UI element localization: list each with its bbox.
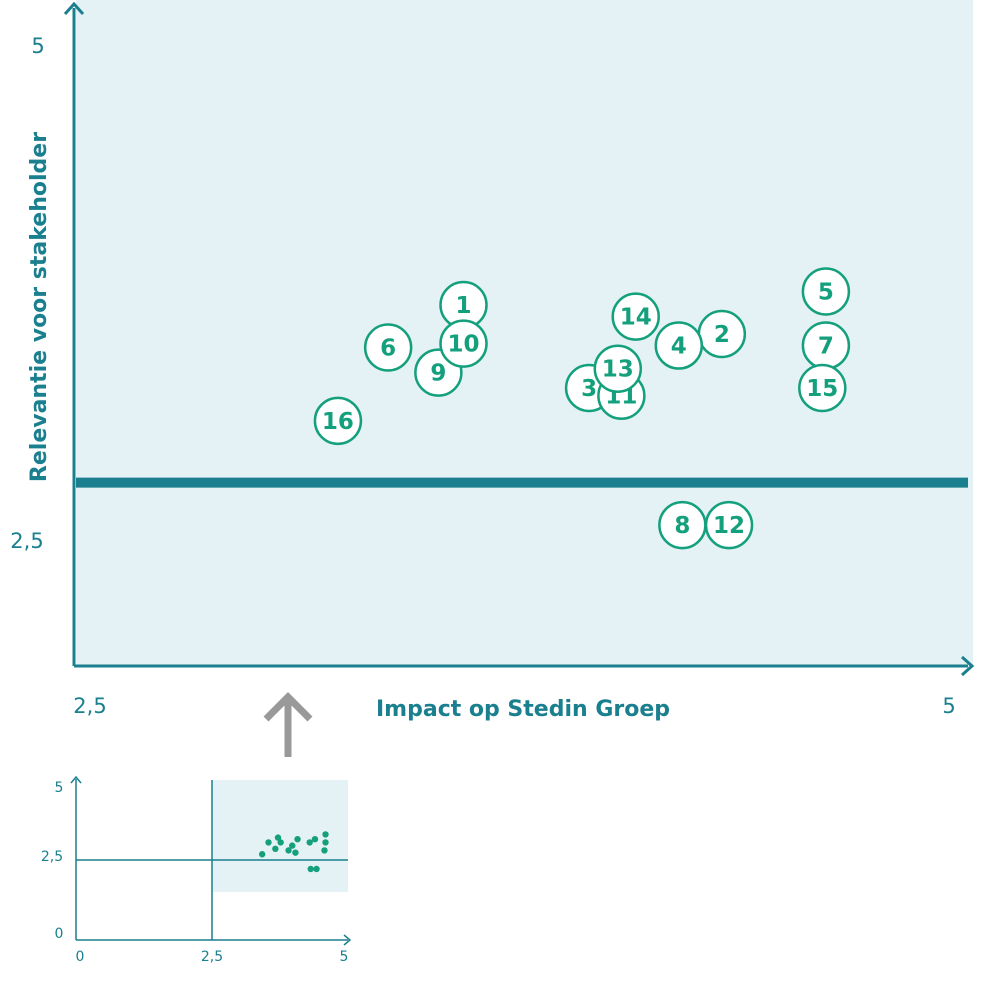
main-y-axis-arrowhead bbox=[63, 1, 85, 16]
mini-point-15 bbox=[322, 839, 329, 846]
point-15: 15 bbox=[798, 363, 847, 413]
point-4: 4 bbox=[654, 321, 704, 370]
point-label: 5 bbox=[818, 279, 834, 305]
point-label: 13 bbox=[602, 357, 634, 383]
point-label: 2 bbox=[714, 322, 730, 348]
point-marker bbox=[654, 321, 704, 370]
point-marker bbox=[439, 319, 488, 368]
mini-point-1 bbox=[258, 851, 266, 858]
mini-point-3 bbox=[272, 845, 279, 852]
point-14: 14 bbox=[611, 292, 660, 341]
point-marker bbox=[363, 323, 413, 372]
mini-point-2 bbox=[265, 839, 272, 846]
point-marker bbox=[611, 292, 660, 341]
point-2: 2 bbox=[697, 309, 747, 359]
point-1: 1 bbox=[439, 280, 488, 330]
main-x-axis-title: Impact op Stedin Groep bbox=[376, 697, 670, 722]
main-y-axis-title: Relevantie voor stakeholder bbox=[27, 132, 52, 482]
mini-x-tick-2-5: 2,5 bbox=[201, 949, 223, 965]
mini-y-tick-5: 5 bbox=[55, 780, 64, 796]
mini-point-13 bbox=[313, 865, 320, 873]
point-label: 9 bbox=[430, 361, 446, 387]
main-y-tick-2-5: 2,5 bbox=[10, 529, 43, 553]
point-marker bbox=[704, 500, 754, 550]
point-label: 4 bbox=[671, 334, 687, 360]
main-chart: 5 2,5 2,5 5 Impact op Stedin Groep Relev… bbox=[10, 0, 975, 722]
point-5: 5 bbox=[801, 267, 851, 316]
point-8: 8 bbox=[658, 500, 707, 550]
point-label: 16 bbox=[322, 409, 354, 435]
point-label: 3 bbox=[581, 376, 597, 402]
main-x-tick-5: 5 bbox=[942, 694, 955, 718]
point-12: 12 bbox=[704, 500, 754, 550]
point-13: 13 bbox=[593, 344, 643, 393]
mini-point-5 bbox=[277, 839, 284, 846]
point-label: 12 bbox=[713, 513, 745, 539]
point-6: 6 bbox=[363, 323, 413, 372]
point-marker bbox=[593, 344, 643, 393]
mini-y-tick-0: 0 bbox=[55, 926, 64, 942]
mini-y-tick-2-5: 2,5 bbox=[41, 849, 63, 865]
mini-chart: 5 2,5 0 0 2,5 5 bbox=[41, 775, 352, 965]
point-label: 8 bbox=[674, 513, 690, 539]
point-marker bbox=[313, 396, 363, 446]
mini-point-11 bbox=[311, 836, 319, 843]
mini-point-9 bbox=[294, 836, 301, 843]
mini-point-8 bbox=[292, 849, 299, 856]
point-label: 14 bbox=[620, 305, 652, 331]
point-7: 7 bbox=[801, 321, 851, 370]
mini-y-axis-arrowhead bbox=[70, 775, 82, 784]
point-16: 16 bbox=[313, 396, 363, 446]
point-10: 10 bbox=[439, 319, 488, 368]
mini-point-4 bbox=[274, 834, 282, 841]
mini-point-14 bbox=[322, 831, 329, 838]
point-label: 1 bbox=[455, 293, 471, 319]
mini-point-10 bbox=[306, 839, 313, 846]
point-label: 6 bbox=[380, 335, 396, 361]
mini-point-12 bbox=[307, 865, 314, 873]
mini-x-axis-arrowhead bbox=[343, 934, 352, 946]
point-marker bbox=[801, 267, 851, 316]
zoom-arrow-icon bbox=[263, 692, 313, 757]
point-marker bbox=[798, 363, 847, 413]
point-label: 15 bbox=[806, 376, 838, 402]
main-x-axis-arrowhead bbox=[960, 655, 975, 677]
mini-x-tick-5: 5 bbox=[340, 949, 349, 965]
mini-points bbox=[258, 831, 329, 873]
point-label: 10 bbox=[447, 332, 479, 358]
mini-point-16 bbox=[321, 847, 328, 854]
point-label: 7 bbox=[818, 334, 834, 360]
main-x-tick-2-5: 2,5 bbox=[73, 694, 106, 718]
main-y-tick-5: 5 bbox=[31, 34, 44, 58]
mini-x-tick-0: 0 bbox=[76, 949, 85, 965]
mini-point-7 bbox=[289, 842, 296, 849]
mini-point-6 bbox=[285, 847, 292, 854]
